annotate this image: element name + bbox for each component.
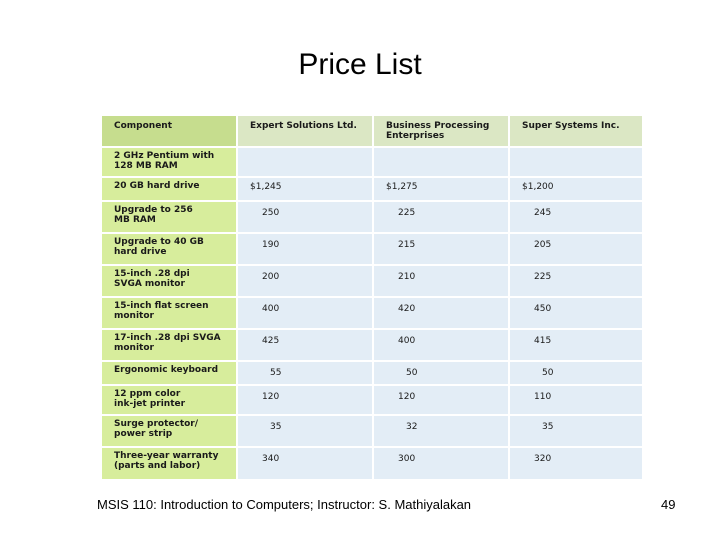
- row-component: 15-inch flat screen monitor: [102, 298, 238, 330]
- row-price: 415: [510, 330, 644, 362]
- row-price: $1,245: [238, 178, 374, 202]
- row-price: 50: [374, 362, 510, 386]
- row-price: 205: [510, 234, 644, 266]
- row-component: 15-inch .28 dpi SVGA monitor: [102, 266, 238, 298]
- row-price: 215: [374, 234, 510, 266]
- row-component: Ergonomic keyboard: [102, 362, 238, 386]
- row-component: Upgrade to 40 GB hard drive: [102, 234, 238, 266]
- slide-footer: MSIS 110: Introduction to Computers; Ins…: [97, 497, 472, 512]
- row-price: 120: [374, 386, 510, 416]
- row-price: 425: [238, 330, 374, 362]
- row-price: 190: [238, 234, 374, 266]
- row-price: 400: [238, 298, 374, 330]
- row-price: 245: [510, 202, 644, 234]
- row-price: 420: [374, 298, 510, 330]
- row-price: 225: [510, 266, 644, 298]
- row-price: 120: [238, 386, 374, 416]
- row-component: 2 GHz Pentium with 128 MB RAM: [102, 148, 238, 178]
- page-number: 49: [661, 497, 676, 512]
- price-table: Component Expert Solutions Ltd. Business…: [102, 116, 644, 481]
- row-price: 50: [510, 362, 644, 386]
- row-price: 55: [238, 362, 374, 386]
- row-component: 20 GB hard drive: [102, 178, 238, 202]
- header-component: Component: [102, 116, 238, 148]
- slide-title: Price List: [298, 48, 422, 81]
- row-price: 210: [374, 266, 510, 298]
- row-price: 200: [238, 266, 374, 298]
- header-super-systems: Super Systems Inc.: [510, 116, 644, 148]
- header-business-processing: Business Processing Enterprises: [374, 116, 510, 148]
- row-price: 400: [374, 330, 510, 362]
- row-price: 340: [238, 448, 374, 481]
- row-price: 225: [374, 202, 510, 234]
- row-price: 250: [238, 202, 374, 234]
- row-price: $1,200: [510, 178, 644, 202]
- row-price: 35: [238, 416, 374, 448]
- header-expert-solutions: Expert Solutions Ltd.: [238, 116, 374, 148]
- row-component: Three-year warranty (parts and labor): [102, 448, 238, 481]
- row-component: Surge protector/ power strip: [102, 416, 238, 448]
- row-price: 35: [510, 416, 644, 448]
- row-price: $1,275: [374, 178, 510, 202]
- row-component: Upgrade to 256 MB RAM: [102, 202, 238, 234]
- row-price: 320: [510, 448, 644, 481]
- row-price: 110: [510, 386, 644, 416]
- row-price: [374, 148, 510, 178]
- row-price: 300: [374, 448, 510, 481]
- row-price: 32: [374, 416, 510, 448]
- row-price: 450: [510, 298, 644, 330]
- row-component: 12 ppm color ink-jet printer: [102, 386, 238, 416]
- row-price: [510, 148, 644, 178]
- row-component: 17-inch .28 dpi SVGA monitor: [102, 330, 238, 362]
- row-price: [238, 148, 374, 178]
